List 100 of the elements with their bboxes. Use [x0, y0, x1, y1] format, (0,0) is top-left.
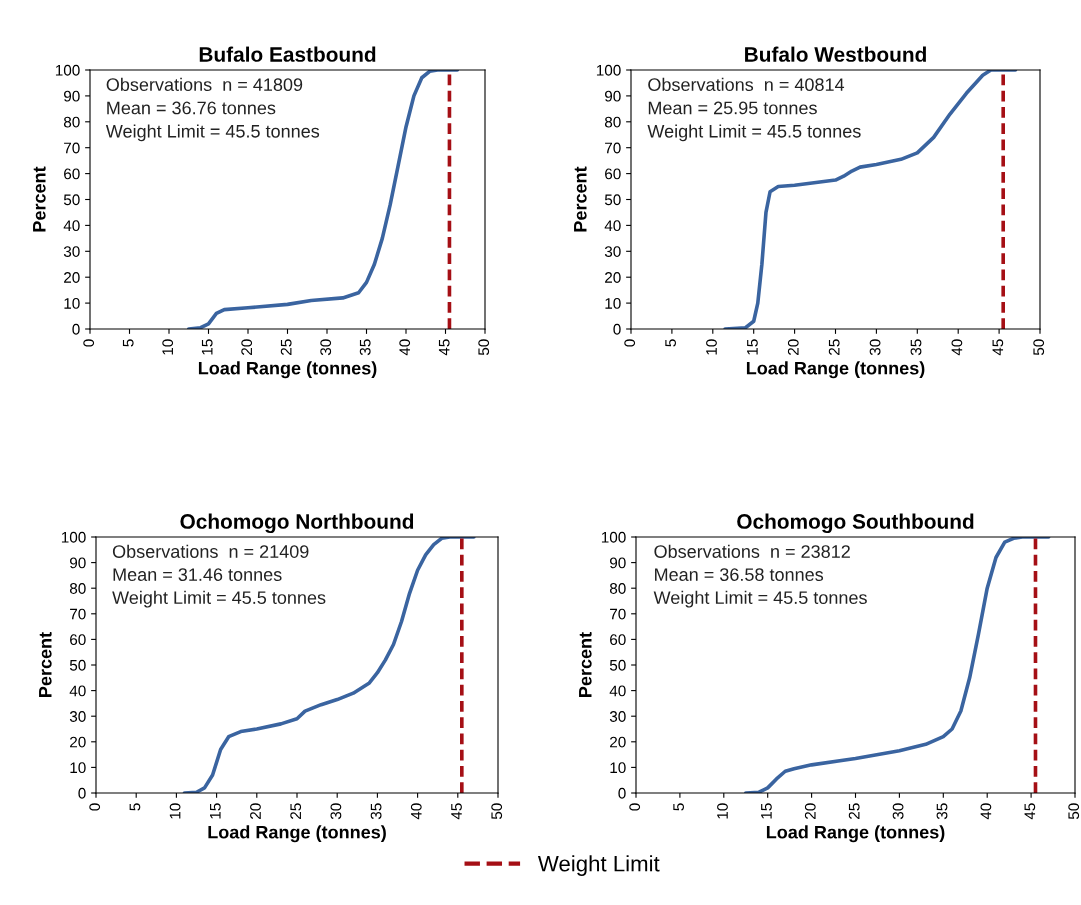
x-tick-label: 50: [491, 803, 503, 820]
x-tick-label: 40: [980, 803, 992, 820]
x-tick-label: 50: [1033, 339, 1045, 356]
x-tick-label: 45: [438, 339, 450, 356]
annotation: Weight Limit = 45.5 tonnes: [653, 590, 867, 608]
x-tick-label: 10: [706, 339, 717, 355]
x-tick-label: 10: [717, 803, 728, 819]
x-tick-label: 40: [951, 339, 963, 356]
x-tick-label: 40: [399, 339, 411, 356]
x-tick-label: 35: [370, 803, 382, 820]
y-tick-label: 10: [610, 762, 626, 774]
y-tick-label: 60: [610, 634, 626, 646]
y-tick-label: 90: [70, 557, 86, 569]
annotation: Observations n = 40814: [648, 77, 845, 92]
x-tick-label: 5: [665, 339, 676, 347]
x-tick-label: 15: [747, 339, 758, 355]
chart-title: Bufalo Westbound: [745, 46, 926, 62]
y-tick-label: 30: [609, 711, 626, 722]
y-tick-label: 0: [613, 323, 621, 335]
annotation: Mean = 36.58 tonnes: [655, 568, 824, 581]
y-axis-title: Percent: [574, 166, 587, 232]
y-tick-label: 100: [596, 64, 621, 76]
x-tick-label: 25: [290, 803, 302, 819]
x-tick-label: 50: [478, 339, 490, 356]
x-tick-label: 0: [629, 803, 641, 811]
y-tick-label: 70: [605, 142, 621, 154]
x-tick-label: 35: [936, 803, 948, 820]
y-tick-label: 90: [610, 557, 626, 569]
legend-label: Weight Limit: [537, 855, 660, 876]
annotation: Observations n = 21409: [112, 544, 309, 558]
y-tick-label: 0: [78, 787, 86, 799]
x-axis-title: Load Range (tonnes): [746, 361, 925, 379]
x-tick-label: 20: [804, 803, 816, 819]
x-tick-label: 5: [673, 803, 684, 811]
x-tick-label: 25: [280, 339, 292, 355]
y-tick-label: 40: [609, 685, 626, 697]
x-tick-label: 35: [910, 339, 922, 356]
y-tick-label: 70: [610, 608, 626, 620]
y-tick-label: 20: [610, 736, 626, 748]
x-tick-label: 10: [169, 803, 181, 819]
x-tick-label: 45: [451, 803, 462, 820]
y-tick-label: 30: [63, 246, 80, 257]
annotation: Weight Limit = 45.5 tonnes: [112, 590, 326, 608]
y-tick-label: 70: [70, 608, 86, 620]
y-tick-label: 10: [64, 297, 80, 309]
y-tick-label: 50: [609, 659, 626, 671]
x-axis-title: Load Range (tonnes): [198, 361, 377, 379]
y-axis-title: Percent: [33, 166, 46, 232]
x-tick-label: 15: [210, 803, 221, 819]
chart-title: Ochomogo Northbound: [180, 513, 414, 534]
y-tick-label: 90: [605, 90, 621, 102]
chart-title: Bufalo Eastbound: [199, 46, 376, 62]
y-tick-label: 50: [63, 194, 80, 206]
y-tick-label: 80: [63, 116, 80, 128]
y-tick-label: 0: [618, 787, 626, 799]
y-tick-label: 30: [604, 246, 621, 257]
x-tick-label: 30: [892, 803, 904, 820]
x-axis-title: Load Range (tonnes): [208, 825, 386, 843]
x-tick-label: 30: [869, 339, 881, 356]
x-axis-title: Load Range (tonnes): [766, 825, 945, 843]
x-tick-label: 20: [787, 339, 799, 355]
y-tick-label: 50: [604, 194, 621, 206]
x-tick-label: 45: [992, 339, 1004, 356]
y-axis-title: Percent: [579, 632, 592, 697]
y-tick-label: 80: [609, 583, 626, 594]
y-tick-label: 30: [69, 711, 86, 722]
x-tick-label: 15: [201, 339, 213, 355]
y-tick-label: 50: [69, 659, 86, 671]
y-axis-title: Percent: [39, 632, 52, 697]
x-tick-label: 0: [89, 803, 101, 811]
y-tick-label: 20: [605, 272, 621, 283]
y-tick-label: 20: [64, 272, 80, 283]
annotation: Weight Limit = 45.5 tonnes: [105, 124, 320, 142]
chart-title: Ochomogo Southbound: [737, 513, 974, 534]
y-tick-label: 100: [601, 531, 626, 543]
y-tick-label: 80: [604, 116, 621, 128]
x-tick-label: 0: [83, 339, 95, 347]
x-tick-label: 30: [320, 339, 332, 356]
y-tick-label: 0: [72, 323, 80, 335]
x-tick-label: 40: [410, 803, 422, 820]
annotation: Mean = 25.95 tonnes: [648, 101, 817, 115]
x-tick-label: 10: [162, 339, 174, 355]
x-tick-label: 30: [330, 803, 342, 820]
x-tick-label: 20: [250, 803, 261, 819]
y-tick-label: 40: [63, 220, 80, 232]
y-tick-label: 60: [70, 634, 86, 646]
y-tick-label: 60: [605, 168, 621, 180]
x-tick-label: 50: [1068, 803, 1080, 820]
annotation: Mean = 36.76 tonnes: [107, 101, 276, 115]
annotation: Observations n = 41809: [106, 77, 303, 92]
x-tick-label: 25: [828, 339, 840, 355]
annotation: Mean = 31.46 tonnes: [113, 568, 282, 581]
y-tick-label: 80: [69, 583, 86, 594]
y-tick-label: 40: [604, 220, 621, 232]
x-tick-label: 5: [122, 339, 134, 347]
annotation: Observations n = 23812: [654, 544, 850, 558]
x-tick-label: 20: [241, 339, 253, 355]
y-tick-label: 10: [70, 762, 86, 774]
y-tick-label: 100: [61, 531, 86, 543]
x-tick-label: 0: [624, 339, 636, 347]
